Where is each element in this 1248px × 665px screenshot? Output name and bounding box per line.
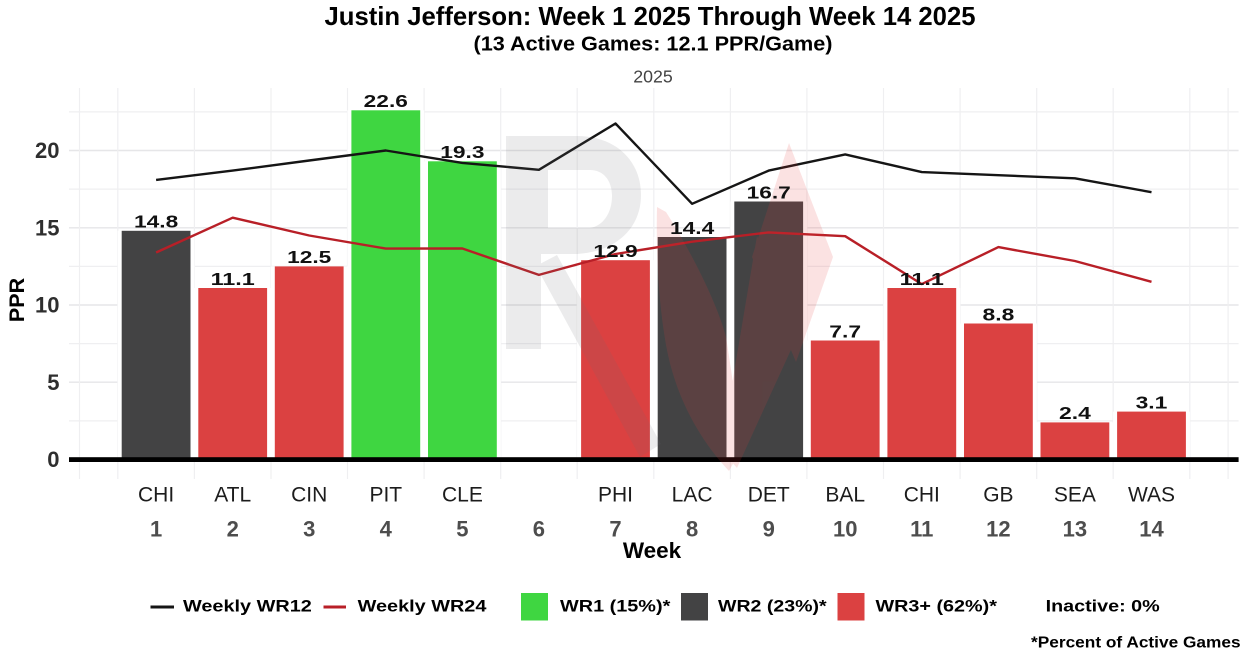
svg-text:WR1 (15%)*: WR1 (15%)* <box>560 597 671 616</box>
svg-text:16.7: 16.7 <box>747 182 791 202</box>
svg-text:WAS: WAS <box>1128 484 1175 507</box>
svg-text:CHI: CHI <box>904 484 940 507</box>
svg-text:LAC: LAC <box>672 484 713 507</box>
svg-text:PIT: PIT <box>369 484 402 507</box>
svg-text:22.6: 22.6 <box>364 91 408 111</box>
svg-text:12: 12 <box>986 517 1010 542</box>
svg-text:12.5: 12.5 <box>287 247 331 267</box>
svg-text:5: 5 <box>47 370 59 395</box>
svg-text:CHI: CHI <box>138 484 174 507</box>
svg-text:6: 6 <box>533 517 545 542</box>
svg-text:WR3+ (62%)*: WR3+ (62%)* <box>876 597 998 616</box>
svg-text:13: 13 <box>1063 517 1087 542</box>
svg-text:20: 20 <box>35 138 59 163</box>
svg-text:9: 9 <box>763 517 775 542</box>
svg-text:3: 3 <box>303 517 315 542</box>
svg-text:3.1: 3.1 <box>1136 392 1168 412</box>
svg-text:14: 14 <box>1139 517 1164 542</box>
svg-text:12.9: 12.9 <box>593 241 637 261</box>
svg-text:SEA: SEA <box>1054 484 1096 507</box>
svg-text:14.4: 14.4 <box>670 218 714 238</box>
svg-text:2.4: 2.4 <box>1059 403 1091 423</box>
svg-text:Weekly WR24: Weekly WR24 <box>358 597 487 616</box>
svg-text:2025: 2025 <box>633 67 673 87</box>
svg-text:7.7: 7.7 <box>829 321 861 341</box>
svg-text:PPR: PPR <box>5 277 29 322</box>
svg-text:(13 Active Games: 12.1 PPR/Gam: (13 Active Games: 12.1 PPR/Game) <box>474 34 833 56</box>
svg-text:CLE: CLE <box>442 484 483 507</box>
svg-text:8: 8 <box>686 517 698 542</box>
svg-text:5: 5 <box>456 517 468 542</box>
svg-text:10: 10 <box>35 293 59 318</box>
svg-text:BAL: BAL <box>825 484 865 507</box>
svg-text:7: 7 <box>609 517 621 542</box>
svg-text:Weekly WR12: Weekly WR12 <box>183 597 312 616</box>
svg-text:WR2 (23%)*: WR2 (23%)* <box>718 597 827 616</box>
svg-text:CIN: CIN <box>291 484 327 507</box>
svg-text:*Percent of Active Games: *Percent of Active Games <box>1031 635 1241 652</box>
svg-text:Week: Week <box>623 538 682 563</box>
svg-text:11.1: 11.1 <box>900 269 944 289</box>
svg-text:11: 11 <box>910 517 933 542</box>
svg-text:1: 1 <box>150 517 162 542</box>
svg-text:ATL: ATL <box>214 484 251 507</box>
svg-text:Inactive: 0%: Inactive: 0% <box>1046 597 1160 616</box>
svg-text:14.8: 14.8 <box>134 212 178 232</box>
svg-text:PHI: PHI <box>598 484 633 507</box>
svg-text:19.3: 19.3 <box>440 142 484 162</box>
svg-text:GB: GB <box>983 484 1013 507</box>
svg-text:15: 15 <box>35 215 59 240</box>
svg-text:0: 0 <box>47 447 59 472</box>
svg-text:8.8: 8.8 <box>983 304 1015 324</box>
svg-text:10: 10 <box>833 517 857 542</box>
svg-text:2: 2 <box>227 517 239 542</box>
svg-text:11.1: 11.1 <box>211 269 255 289</box>
svg-text:4: 4 <box>380 517 393 542</box>
svg-text:DET: DET <box>748 484 790 507</box>
svg-text:Justin Jefferson: Week 1 2025: Justin Jefferson: Week 1 2025 Through We… <box>325 1 976 31</box>
